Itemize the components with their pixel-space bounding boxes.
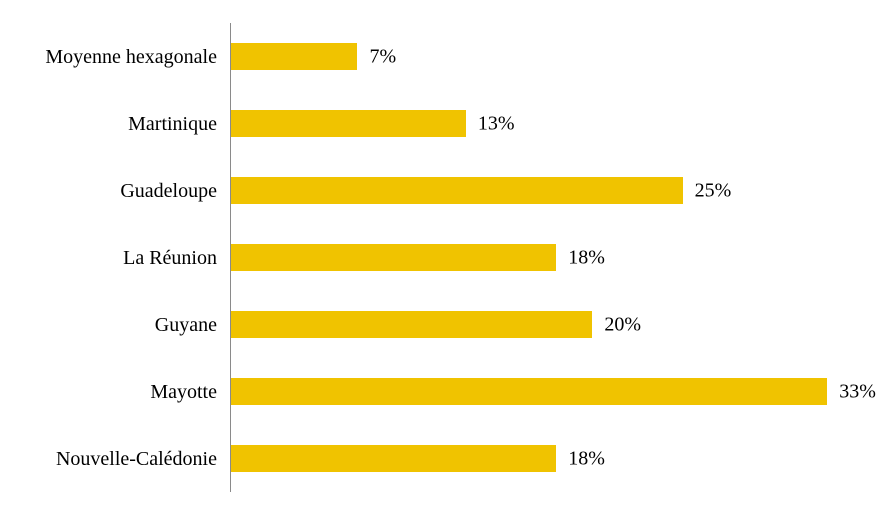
bar bbox=[231, 43, 358, 70]
chart-row: Martinique 13% bbox=[0, 90, 885, 157]
row-plot-area: 13% bbox=[231, 110, 885, 137]
bar bbox=[231, 378, 828, 405]
category-label: Nouvelle-Calédonie bbox=[55, 447, 217, 470]
value-label: 13% bbox=[477, 112, 515, 134]
row-plot-area: 25% bbox=[231, 177, 885, 204]
chart-row: Moyenne hexagonale 7% bbox=[0, 23, 885, 90]
value-label: 18% bbox=[568, 447, 605, 469]
row-plot-area: 20% bbox=[231, 311, 885, 338]
bar bbox=[231, 177, 683, 204]
chart-row: Nouvelle-Calédonie 18% bbox=[0, 425, 885, 492]
value-label: 33% bbox=[839, 380, 876, 402]
category-label: Guyane bbox=[154, 313, 217, 336]
row-plot-area: 7% bbox=[231, 43, 885, 70]
category-label: Guadeloupe bbox=[120, 179, 217, 202]
category-label: Mayotte bbox=[150, 380, 217, 403]
chart-row: Guadeloupe 25% bbox=[0, 157, 885, 224]
bar bbox=[231, 445, 557, 472]
chart-row: La Réunion 18% bbox=[0, 224, 885, 291]
value-label: 25% bbox=[694, 179, 732, 201]
value-label: 7% bbox=[369, 45, 397, 67]
chart-row: Mayotte 33% bbox=[0, 358, 885, 425]
bar bbox=[231, 110, 466, 137]
chart-rows: Moyenne hexagonale 7% Martinique 13% Gua… bbox=[0, 23, 885, 492]
row-plot-area: 18% bbox=[231, 244, 885, 271]
y-axis-line bbox=[230, 23, 231, 492]
value-label: 18% bbox=[568, 246, 605, 268]
category-label: Moyenne hexagonale bbox=[45, 45, 217, 68]
chart-row: Guyane 20% bbox=[0, 291, 885, 358]
value-label: 20% bbox=[604, 313, 641, 335]
category-label: Martinique bbox=[128, 112, 217, 135]
row-plot-area: 18% bbox=[231, 445, 885, 472]
bar bbox=[231, 311, 593, 338]
bar bbox=[231, 244, 557, 271]
row-plot-area: 33% bbox=[231, 378, 885, 405]
category-label: La Réunion bbox=[123, 246, 217, 269]
